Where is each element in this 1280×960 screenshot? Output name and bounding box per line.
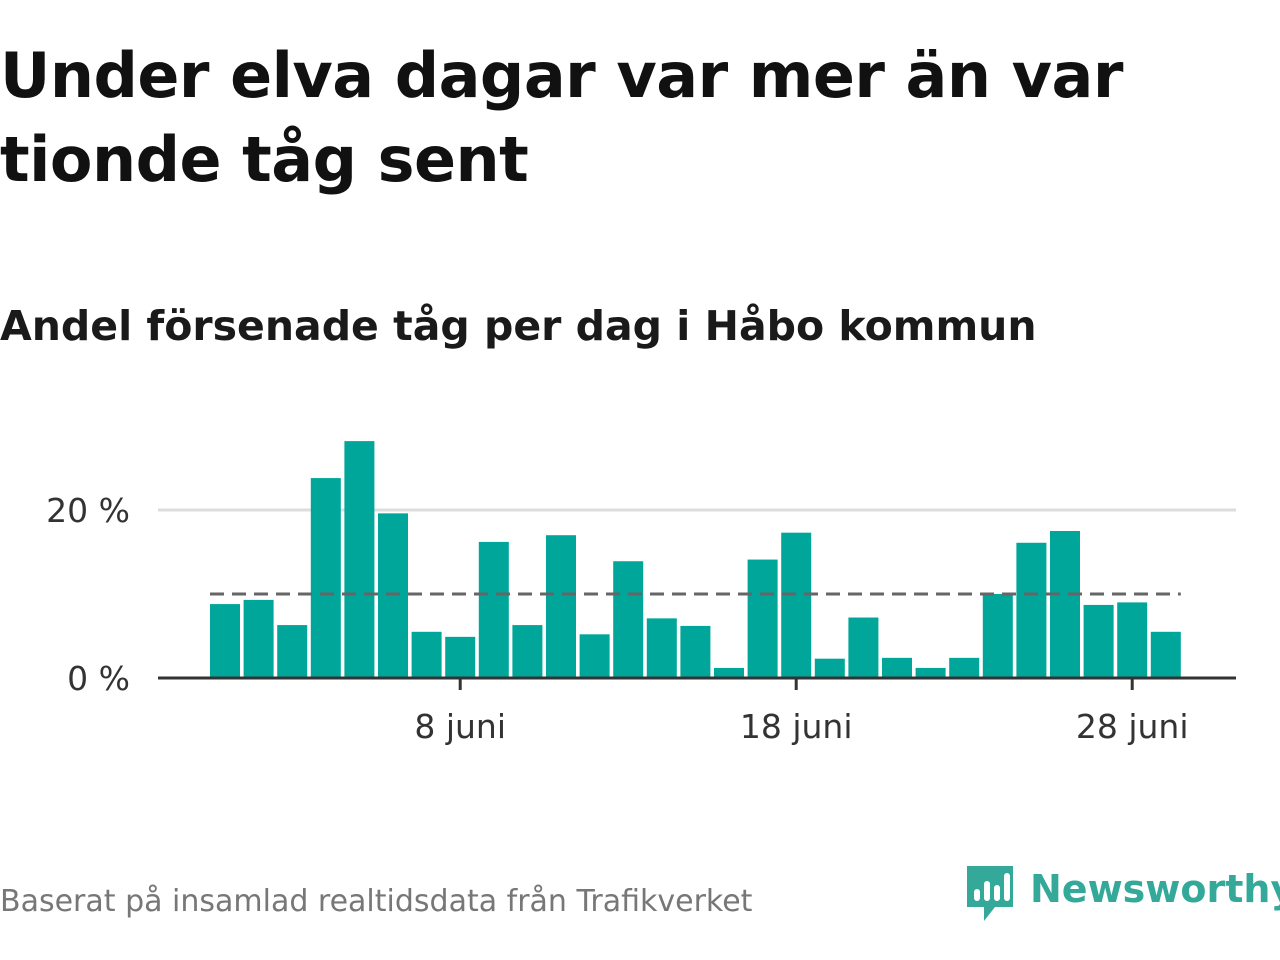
bar xyxy=(1083,604,1114,678)
bar xyxy=(277,625,308,678)
bar xyxy=(714,667,744,678)
bar xyxy=(512,625,543,678)
bar xyxy=(982,594,1013,678)
x-tick-label: 28 juni xyxy=(1076,707,1189,746)
chart-title: Under elva dagar var mer än var tionde t… xyxy=(0,39,1123,196)
bar xyxy=(747,559,778,678)
brand-name: Newsworthy xyxy=(1030,867,1280,911)
axes: 0 % 20 % 8 juni 18 juni 28 juni xyxy=(46,491,1236,746)
bar xyxy=(915,667,946,678)
bar xyxy=(1050,531,1080,678)
bar xyxy=(848,617,879,678)
bar-chart-speech-bubble-icon xyxy=(967,866,1013,921)
brand-logo: Newsworthy xyxy=(964,862,1280,926)
bar xyxy=(1150,631,1181,678)
bar xyxy=(1117,602,1148,678)
bar xyxy=(546,535,576,678)
bar xyxy=(411,631,442,678)
bars xyxy=(210,441,1181,678)
bar xyxy=(882,657,912,678)
bar xyxy=(243,599,274,678)
x-tick-label: 8 juni xyxy=(414,707,506,746)
y-tick-label: 20 % xyxy=(46,491,130,530)
bar xyxy=(310,478,341,678)
bar xyxy=(646,618,677,678)
bar xyxy=(680,625,711,678)
chart-subtitle: Andel försenade tåg per dag i Håbo kommu… xyxy=(0,302,1037,350)
bar xyxy=(210,604,240,678)
bar xyxy=(445,636,476,678)
bar xyxy=(478,541,509,678)
bar xyxy=(814,658,845,678)
x-tick-label: 18 juni xyxy=(740,707,853,746)
bar xyxy=(1016,542,1047,678)
bar xyxy=(344,441,375,678)
bar xyxy=(781,532,812,678)
bar xyxy=(579,634,610,678)
source-note: Baserat på insamlad realtidsdata från Tr… xyxy=(0,884,753,919)
bar xyxy=(613,561,644,678)
bar xyxy=(378,513,408,678)
bar xyxy=(949,657,980,678)
y-tick-label: 0 % xyxy=(67,659,130,698)
bar-chart: 0 % 20 % 8 juni 18 juni 28 juni xyxy=(46,441,1236,746)
